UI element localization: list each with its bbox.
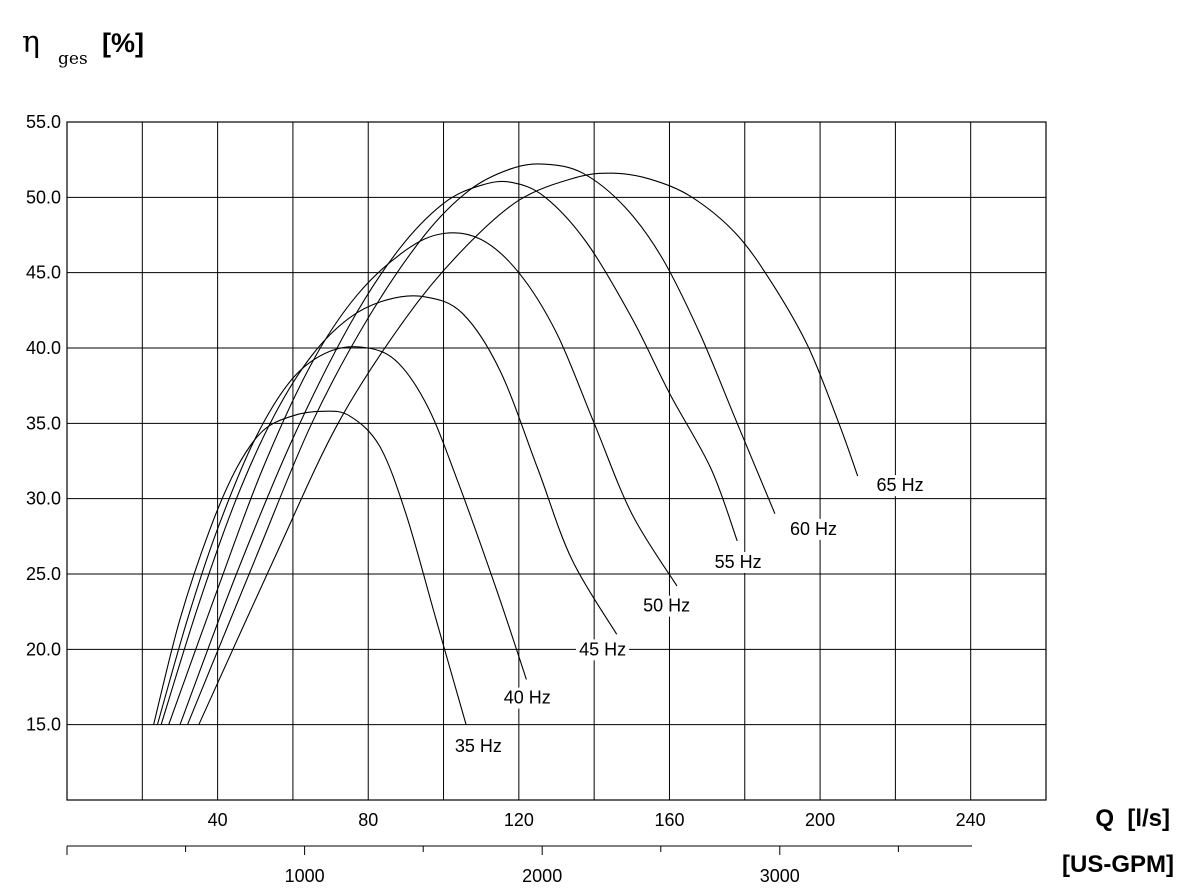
curve-50hz: [168, 232, 678, 725]
curve-40hz: [156, 346, 527, 725]
y-axis-symbol: η: [22, 25, 40, 60]
curve-label-45hz: 45 Hz: [579, 639, 626, 659]
x2-tick-label: 1000: [285, 866, 325, 886]
curve-group: [153, 163, 859, 725]
x-tick-label: 240: [956, 810, 986, 830]
curve-55hz: [179, 180, 738, 725]
curve-label-55hz: 55 Hz: [715, 552, 762, 572]
curve-60hz: [186, 163, 776, 725]
secondary-x-axis: 1000 2000 3000: [66, 845, 972, 886]
y-tick-label: 55.0: [26, 112, 61, 132]
curve-label-50hz: 50 Hz: [643, 596, 690, 616]
curve-45hz: [160, 295, 618, 725]
curve-label-background: [640, 595, 694, 617]
curve-label-background: [576, 639, 630, 661]
y-axis-unit: [%]: [102, 28, 144, 58]
y-tick-label: 45.0: [26, 263, 61, 283]
x-tick-label: 160: [654, 810, 684, 830]
plot-grid: [66, 121, 1047, 801]
x-tick-label: 40: [208, 810, 228, 830]
y-tick-label: 15.0: [26, 715, 61, 735]
x-tick-label: 120: [504, 810, 534, 830]
curve-65hz: [198, 172, 859, 725]
y-tick-label: 25.0: [26, 564, 61, 584]
y-tick-group: 15.0 20.0 25.0 30.0 35.0 40.0 45.0 50.0 55.0: [26, 112, 61, 735]
x-tick-label: 200: [805, 810, 835, 830]
x2-tick-label: 2000: [522, 866, 562, 886]
curve-label-group: 35 Hz 40 Hz 45 Hz 50 Hz 55 Hz 60 Hz 65 Hz: [451, 475, 927, 757]
curve-label-background: [786, 518, 840, 540]
x-axis-title: Q [l/s]: [1095, 805, 1170, 832]
y-tick-label: 35.0: [26, 413, 61, 433]
curve-label-65hz: 65 Hz: [877, 475, 924, 495]
y-tick-label: 50.0: [26, 187, 61, 207]
curve-label-40hz: 40 Hz: [504, 688, 551, 708]
y-tick-label: 20.0: [26, 639, 61, 659]
y-axis-title: η ges [%]: [22, 25, 144, 69]
x2-tick-label: 3000: [760, 866, 800, 886]
curve-label-60hz: 60 Hz: [790, 519, 837, 539]
y-tick-label: 30.0: [26, 489, 61, 509]
plot-frame: [66, 121, 1047, 801]
x-tick-group: 40 80 120 160 200 240: [208, 810, 986, 830]
curve-label-background: [451, 735, 505, 757]
x2-axis-title: [US-GPM]: [1062, 851, 1174, 878]
y-tick-label: 40.0: [26, 338, 61, 358]
y-axis-subscript: ges: [58, 49, 88, 69]
curve-label-background: [873, 475, 927, 497]
curve-label-background: [711, 551, 765, 573]
x-tick-label: 80: [358, 810, 378, 830]
curve-label-background: [500, 687, 554, 709]
curve-label-35hz: 35 Hz: [455, 736, 502, 756]
curve-35hz: [153, 410, 467, 725]
